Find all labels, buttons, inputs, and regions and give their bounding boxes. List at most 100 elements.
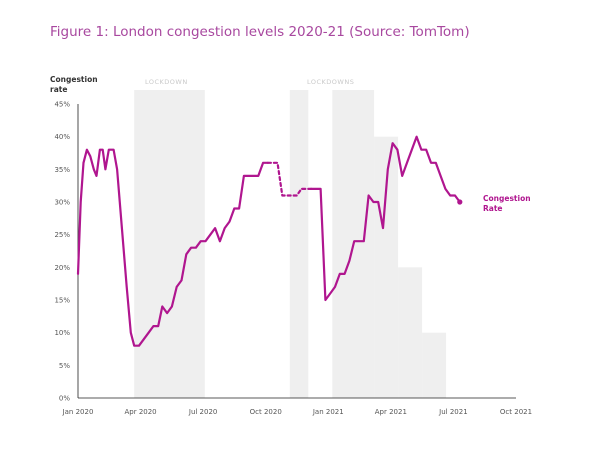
data-point <box>166 312 168 314</box>
data-point <box>382 227 384 229</box>
data-point <box>411 149 413 151</box>
data-point <box>267 162 269 164</box>
data-point <box>116 168 118 170</box>
data-point <box>310 188 312 190</box>
data-point <box>209 234 211 236</box>
x-tick-label: Apr 2020 <box>124 408 156 416</box>
x-tick-label: Jan 2020 <box>62 408 94 416</box>
data-point <box>121 227 123 229</box>
data-point <box>93 168 95 170</box>
series-line-dotted-2 <box>266 161 313 197</box>
x-tick-label: Oct 2020 <box>250 408 282 416</box>
lockdown-label: LOCKDOWN <box>145 78 188 86</box>
data-point <box>130 332 132 334</box>
y-tick-label: 30% <box>54 199 70 207</box>
x-tick-label: Jan 2021 <box>312 408 344 416</box>
data-point <box>348 260 350 262</box>
lockdowns-label: LOCKDOWNS <box>307 78 354 86</box>
data-point <box>252 175 255 177</box>
easing-step-3 <box>422 332 447 398</box>
data-point <box>396 149 398 151</box>
data-point <box>148 332 150 334</box>
data-point <box>200 240 202 242</box>
data-point <box>233 207 235 210</box>
data-point <box>425 149 427 151</box>
data-point <box>171 305 173 308</box>
data-point <box>344 273 346 275</box>
data-point <box>89 155 91 157</box>
data-point <box>372 201 374 203</box>
data-point <box>406 162 408 164</box>
data-point <box>449 194 451 197</box>
data-point <box>176 286 178 288</box>
data-point <box>377 201 379 203</box>
x-tick-labels: Jan 2020 Apr 2020 Jul 2020 Oct 2020 Jan 2021… <box>62 408 533 416</box>
easing-step-1 <box>374 136 399 398</box>
data-point <box>143 338 145 340</box>
y-tick-label: 45% <box>54 101 70 109</box>
data-point <box>161 305 163 308</box>
y-tick-label: 20% <box>54 264 70 272</box>
data-point <box>444 188 446 190</box>
data-point <box>80 201 82 203</box>
y-tick-label: 5% <box>59 362 70 370</box>
lockdown-shading <box>134 90 447 398</box>
y-tick-label: 25% <box>54 231 70 239</box>
data-point <box>368 194 370 197</box>
data-point <box>440 175 442 177</box>
data-point <box>126 286 128 288</box>
data-point <box>363 240 365 242</box>
y-tick-label: 40% <box>54 133 70 141</box>
y-tick-label: 10% <box>54 329 70 337</box>
data-point <box>281 194 283 197</box>
data-point <box>224 227 226 229</box>
y-tick-label: 0% <box>59 395 70 403</box>
data-point <box>195 247 197 249</box>
data-point <box>102 149 104 151</box>
lockdown-band-2 <box>289 90 309 398</box>
data-point <box>219 240 221 242</box>
series-end-marker <box>457 199 463 205</box>
y-axis-title-line1: Congestion <box>50 75 98 84</box>
data-point <box>387 168 389 170</box>
data-point <box>152 325 154 327</box>
data-point <box>104 168 106 170</box>
x-tick-label: Jul 2021 <box>438 408 468 416</box>
data-point <box>99 149 101 151</box>
data-point <box>108 149 110 151</box>
y-tick-label: 15% <box>54 297 70 305</box>
data-point <box>86 149 88 151</box>
data-point <box>358 240 360 242</box>
series-label-line1: Congestion <box>483 194 531 203</box>
data-point <box>243 175 245 177</box>
data-point <box>214 227 216 229</box>
data-point <box>416 136 418 138</box>
data-point <box>157 325 159 327</box>
data-point <box>454 194 456 197</box>
data-point <box>238 207 240 210</box>
lockdown-band-1 <box>134 90 205 398</box>
y-tick-labels: 0% 5% 10% 15% 20% 25% 30% 35% 40% 45% <box>54 101 70 403</box>
data-point <box>329 292 331 295</box>
data-point <box>180 279 183 281</box>
data-point <box>324 299 326 301</box>
data-point <box>339 273 341 275</box>
data-point <box>296 194 298 197</box>
data-point <box>315 188 317 190</box>
data-point <box>95 175 98 177</box>
data-point <box>190 247 192 249</box>
data-point <box>420 149 422 151</box>
y-axis-title-line2: rate <box>50 85 67 94</box>
x-tick-label: Oct 2021 <box>500 408 532 416</box>
data-point <box>113 149 115 151</box>
data-point <box>334 286 336 288</box>
y-tick-label: 35% <box>54 166 70 174</box>
data-point <box>401 175 403 177</box>
data-point <box>204 240 207 242</box>
x-tick-label: Jul 2020 <box>188 408 218 416</box>
data-point <box>262 162 264 164</box>
chart-title: Figure 1: London congestion levels 2020-… <box>50 24 470 40</box>
data-point <box>353 240 355 242</box>
data-point <box>276 162 279 164</box>
